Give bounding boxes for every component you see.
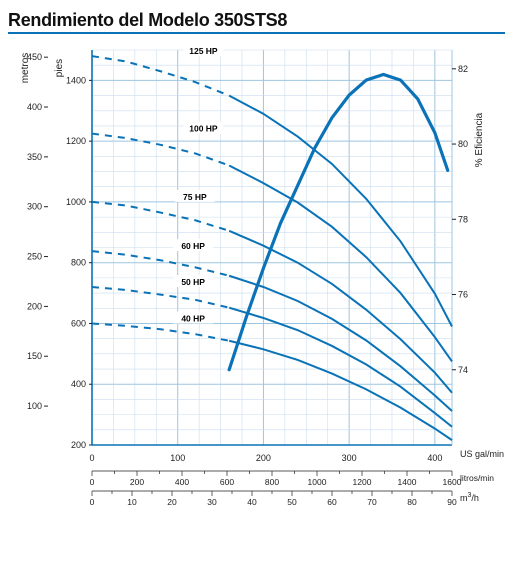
svg-text:70: 70 <box>367 497 377 507</box>
title-rule <box>8 32 505 34</box>
page-title: Rendimiento del Modelo 350STS8 <box>8 10 505 31</box>
svg-text:40 HP: 40 HP <box>181 313 205 323</box>
svg-text:60: 60 <box>327 497 337 507</box>
svg-text:200: 200 <box>130 477 144 487</box>
svg-text:400: 400 <box>71 379 86 389</box>
svg-text:1200: 1200 <box>353 477 372 487</box>
svg-text:10: 10 <box>127 497 137 507</box>
svg-text:400: 400 <box>427 453 442 463</box>
svg-text:80: 80 <box>407 497 417 507</box>
svg-text:1400: 1400 <box>398 477 417 487</box>
svg-text:100: 100 <box>170 453 185 463</box>
svg-text:0: 0 <box>90 477 95 487</box>
svg-text:300: 300 <box>27 202 42 212</box>
svg-text:m3/h: m3/h <box>460 492 479 503</box>
svg-text:40: 40 <box>247 497 257 507</box>
svg-text:78: 78 <box>458 214 468 224</box>
svg-text:125 HP: 125 HP <box>189 46 218 56</box>
svg-text:200: 200 <box>71 440 86 450</box>
svg-text:1000: 1000 <box>66 197 86 207</box>
svg-text:600: 600 <box>71 318 86 328</box>
svg-text:US gal/min: US gal/min <box>460 449 504 459</box>
svg-text:litros/min: litros/min <box>460 473 494 483</box>
svg-text:600: 600 <box>220 477 234 487</box>
performance-chart: 200400600800100012001400pies100150200250… <box>8 40 505 570</box>
svg-text:100: 100 <box>27 401 42 411</box>
svg-text:0: 0 <box>90 497 95 507</box>
svg-text:pies: pies <box>54 59 65 77</box>
svg-text:300: 300 <box>342 453 357 463</box>
svg-text:60 HP: 60 HP <box>181 241 205 251</box>
svg-text:metros: metros <box>20 53 31 84</box>
svg-text:1600: 1600 <box>443 477 462 487</box>
svg-text:800: 800 <box>265 477 279 487</box>
svg-text:400: 400 <box>175 477 189 487</box>
svg-text:74: 74 <box>458 365 468 375</box>
svg-text:20: 20 <box>167 497 177 507</box>
chart-svg: 200400600800100012001400pies100150200250… <box>8 40 505 570</box>
svg-text:30: 30 <box>207 497 217 507</box>
svg-text:200: 200 <box>27 301 42 311</box>
svg-text:% Eficiencia: % Eficiencia <box>474 112 485 167</box>
svg-text:200: 200 <box>256 453 271 463</box>
svg-text:75 HP: 75 HP <box>183 192 207 202</box>
svg-text:400: 400 <box>27 102 42 112</box>
svg-text:1200: 1200 <box>66 136 86 146</box>
svg-text:0: 0 <box>89 453 94 463</box>
svg-text:100 HP: 100 HP <box>189 124 218 134</box>
svg-text:82: 82 <box>458 64 468 74</box>
svg-text:80: 80 <box>458 139 468 149</box>
svg-text:150: 150 <box>27 351 42 361</box>
svg-text:350: 350 <box>27 152 42 162</box>
svg-text:1000: 1000 <box>308 477 327 487</box>
svg-text:76: 76 <box>458 290 468 300</box>
svg-text:250: 250 <box>27 252 42 262</box>
svg-text:1400: 1400 <box>66 75 86 85</box>
svg-text:800: 800 <box>71 258 86 268</box>
svg-text:90: 90 <box>447 497 457 507</box>
svg-text:50: 50 <box>287 497 297 507</box>
svg-text:50 HP: 50 HP <box>181 277 205 287</box>
